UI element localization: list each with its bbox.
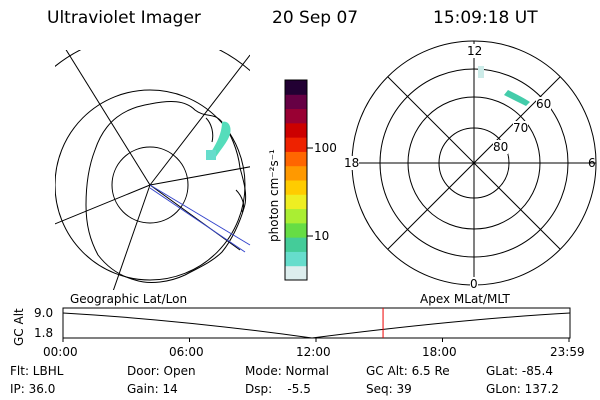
colorbar-cell <box>285 151 307 167</box>
timeline-x-tick: 00:00 <box>43 345 78 359</box>
colorbar-cell <box>285 251 307 267</box>
timeline-right-title: Apex MLat/MLT <box>420 292 510 306</box>
colorbar-cell <box>285 265 307 281</box>
timeline-y-tick: 1.8 <box>34 326 54 340</box>
timeline-x-tick: 18:00 <box>422 345 457 359</box>
ip-info: IP: 36.0 <box>10 382 56 396</box>
timeline-y-tick: 9.0 <box>34 306 54 320</box>
glon-info: GLon: 137.2 <box>486 382 559 396</box>
auroral-emission-polar <box>504 90 530 106</box>
colorbar-frame <box>284 79 308 281</box>
colorbar-cell <box>285 108 307 124</box>
seq-info: Seq: 39 <box>366 382 412 396</box>
timeline-left-title: Geographic Lat/Lon <box>70 292 188 306</box>
colorbar-cell <box>285 165 307 181</box>
colorbar-cell <box>285 94 307 110</box>
door-info: Door: Open <box>127 364 196 378</box>
date-label: 20 Sep 07 <box>272 8 359 28</box>
gain-info: Gain: 14 <box>127 382 178 396</box>
colorbar-cell <box>285 194 307 210</box>
gc-alt-curve <box>62 312 571 339</box>
mlt-label-12: 12 <box>467 44 483 58</box>
colorbar-tick-label: 100 <box>314 141 337 155</box>
gc-alt-info: GC Alt: 6.5 Re <box>366 364 450 378</box>
mode-info: Mode: Normal <box>245 364 329 378</box>
mlt-label-6: 6 <box>588 156 596 170</box>
satellite-track <box>149 187 246 253</box>
colorbar-cell <box>285 180 307 195</box>
mlt-label-18: 18 <box>344 156 360 170</box>
lat-label-60: 60 <box>536 97 552 111</box>
auroral-emission-polar <box>478 66 484 78</box>
time-label: 15:09:18 UT <box>433 8 538 28</box>
lat-label-80: 80 <box>493 140 509 154</box>
timeline-x-tick: 12:00 <box>296 345 331 359</box>
lat-label-70: 70 <box>513 121 529 135</box>
timeline-x-tick: 23:59 <box>550 345 585 359</box>
dsp-info: Dsp: -5.5 <box>245 382 311 396</box>
satellite-track <box>149 184 251 246</box>
auroral-emission <box>206 150 216 160</box>
timeline-x-tick: 06:00 <box>169 345 204 359</box>
colorbar-cell <box>285 222 307 238</box>
colorbar-cell <box>285 137 307 152</box>
instrument-title: Ultraviolet Imager <box>47 8 201 28</box>
glat-info: GLat: -85.4 <box>486 364 553 378</box>
colorbar-cell <box>285 208 307 224</box>
colorbar-cell <box>285 80 307 95</box>
timeline-frame <box>62 307 571 339</box>
colorbar-tick-label: 10 <box>314 229 330 243</box>
colorbar-cell <box>285 122 307 138</box>
filter-info: Flt: LBHL <box>10 364 64 378</box>
mlt-label-0: 0 <box>470 277 478 291</box>
colorbar-cell <box>285 237 307 252</box>
